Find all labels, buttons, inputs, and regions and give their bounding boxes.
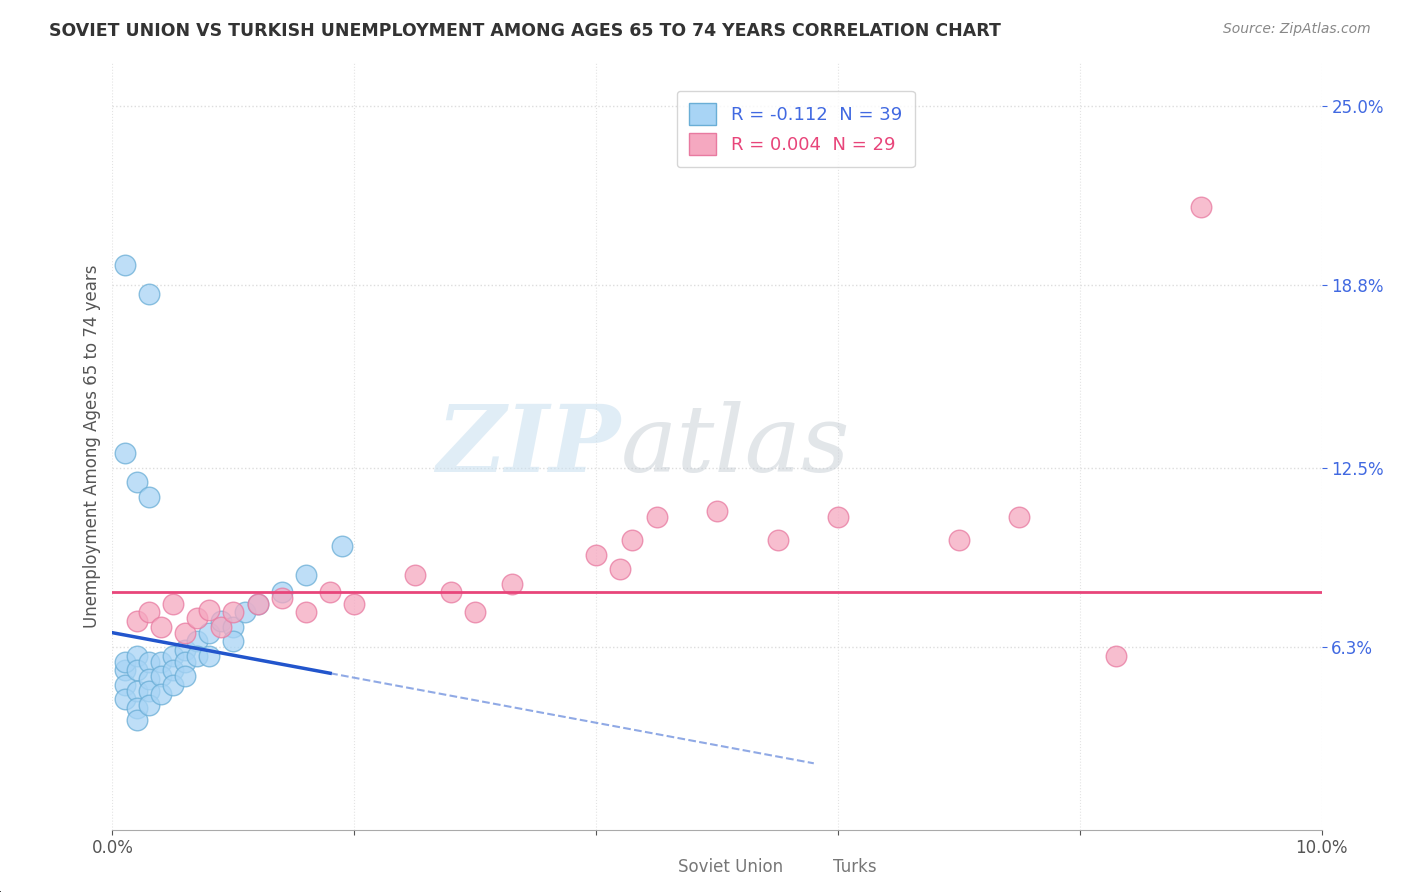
Point xyxy=(706,504,728,518)
Point xyxy=(1105,648,1128,663)
Point xyxy=(114,258,136,272)
Point xyxy=(319,585,342,599)
Point xyxy=(343,597,366,611)
Point xyxy=(174,643,197,657)
Text: Turks: Turks xyxy=(832,858,877,876)
Point xyxy=(138,287,160,301)
Point xyxy=(501,576,523,591)
Point xyxy=(138,698,160,712)
Point xyxy=(125,713,148,727)
Point xyxy=(621,533,644,547)
Text: ZIP: ZIP xyxy=(436,401,620,491)
Point xyxy=(645,510,668,524)
Point xyxy=(149,655,172,669)
Point xyxy=(186,611,208,625)
Point xyxy=(1189,200,1212,214)
Point xyxy=(162,664,184,678)
Y-axis label: Unemployment Among Ages 65 to 74 years: Unemployment Among Ages 65 to 74 years xyxy=(83,264,101,628)
Point xyxy=(149,620,172,634)
Point xyxy=(149,669,172,683)
Point xyxy=(114,664,136,678)
Point xyxy=(114,692,136,706)
Point xyxy=(125,701,148,715)
Point xyxy=(174,669,197,683)
Point xyxy=(246,597,269,611)
Point xyxy=(125,614,148,628)
Point xyxy=(138,672,160,686)
Point xyxy=(125,664,148,678)
Point xyxy=(125,683,148,698)
Point xyxy=(186,634,208,648)
Point xyxy=(114,678,136,692)
Point xyxy=(330,539,353,553)
Point xyxy=(174,655,197,669)
Point xyxy=(222,606,245,620)
Point xyxy=(162,648,184,663)
Text: Source: ZipAtlas.com: Source: ZipAtlas.com xyxy=(1223,22,1371,37)
Point xyxy=(138,683,160,698)
Point xyxy=(766,533,789,547)
Point xyxy=(125,648,148,663)
Point xyxy=(1008,510,1031,524)
Point xyxy=(295,606,318,620)
Point xyxy=(138,490,160,504)
Point xyxy=(198,602,221,616)
Point xyxy=(222,634,245,648)
Point xyxy=(295,567,318,582)
Point xyxy=(440,585,463,599)
Point xyxy=(186,648,208,663)
Point xyxy=(270,591,292,605)
Text: Soviet Union: Soviet Union xyxy=(605,856,710,874)
Point xyxy=(585,548,607,562)
Point xyxy=(246,597,269,611)
Text: Soviet Union: Soviet Union xyxy=(678,858,783,876)
Point xyxy=(138,606,160,620)
Point xyxy=(138,655,160,669)
Point xyxy=(114,655,136,669)
Point xyxy=(209,620,232,634)
Point xyxy=(162,678,184,692)
Point xyxy=(235,606,257,620)
Point xyxy=(198,625,221,640)
Text: Turks: Turks xyxy=(778,856,821,874)
Text: SOVIET UNION VS TURKISH UNEMPLOYMENT AMONG AGES 65 TO 74 YEARS CORRELATION CHART: SOVIET UNION VS TURKISH UNEMPLOYMENT AMO… xyxy=(49,22,1001,40)
Point xyxy=(149,686,172,700)
Point xyxy=(125,475,148,490)
Point xyxy=(948,533,970,547)
Point xyxy=(827,510,849,524)
Point xyxy=(162,597,184,611)
Point xyxy=(464,606,486,620)
Point xyxy=(174,625,197,640)
Text: atlas: atlas xyxy=(620,401,849,491)
Point xyxy=(209,614,232,628)
Point xyxy=(198,648,221,663)
Point xyxy=(609,562,631,576)
Point xyxy=(404,567,426,582)
Point xyxy=(114,446,136,460)
Legend: R = -0.112  N = 39, R = 0.004  N = 29: R = -0.112 N = 39, R = 0.004 N = 29 xyxy=(676,91,915,167)
Point xyxy=(270,585,292,599)
Point xyxy=(222,620,245,634)
